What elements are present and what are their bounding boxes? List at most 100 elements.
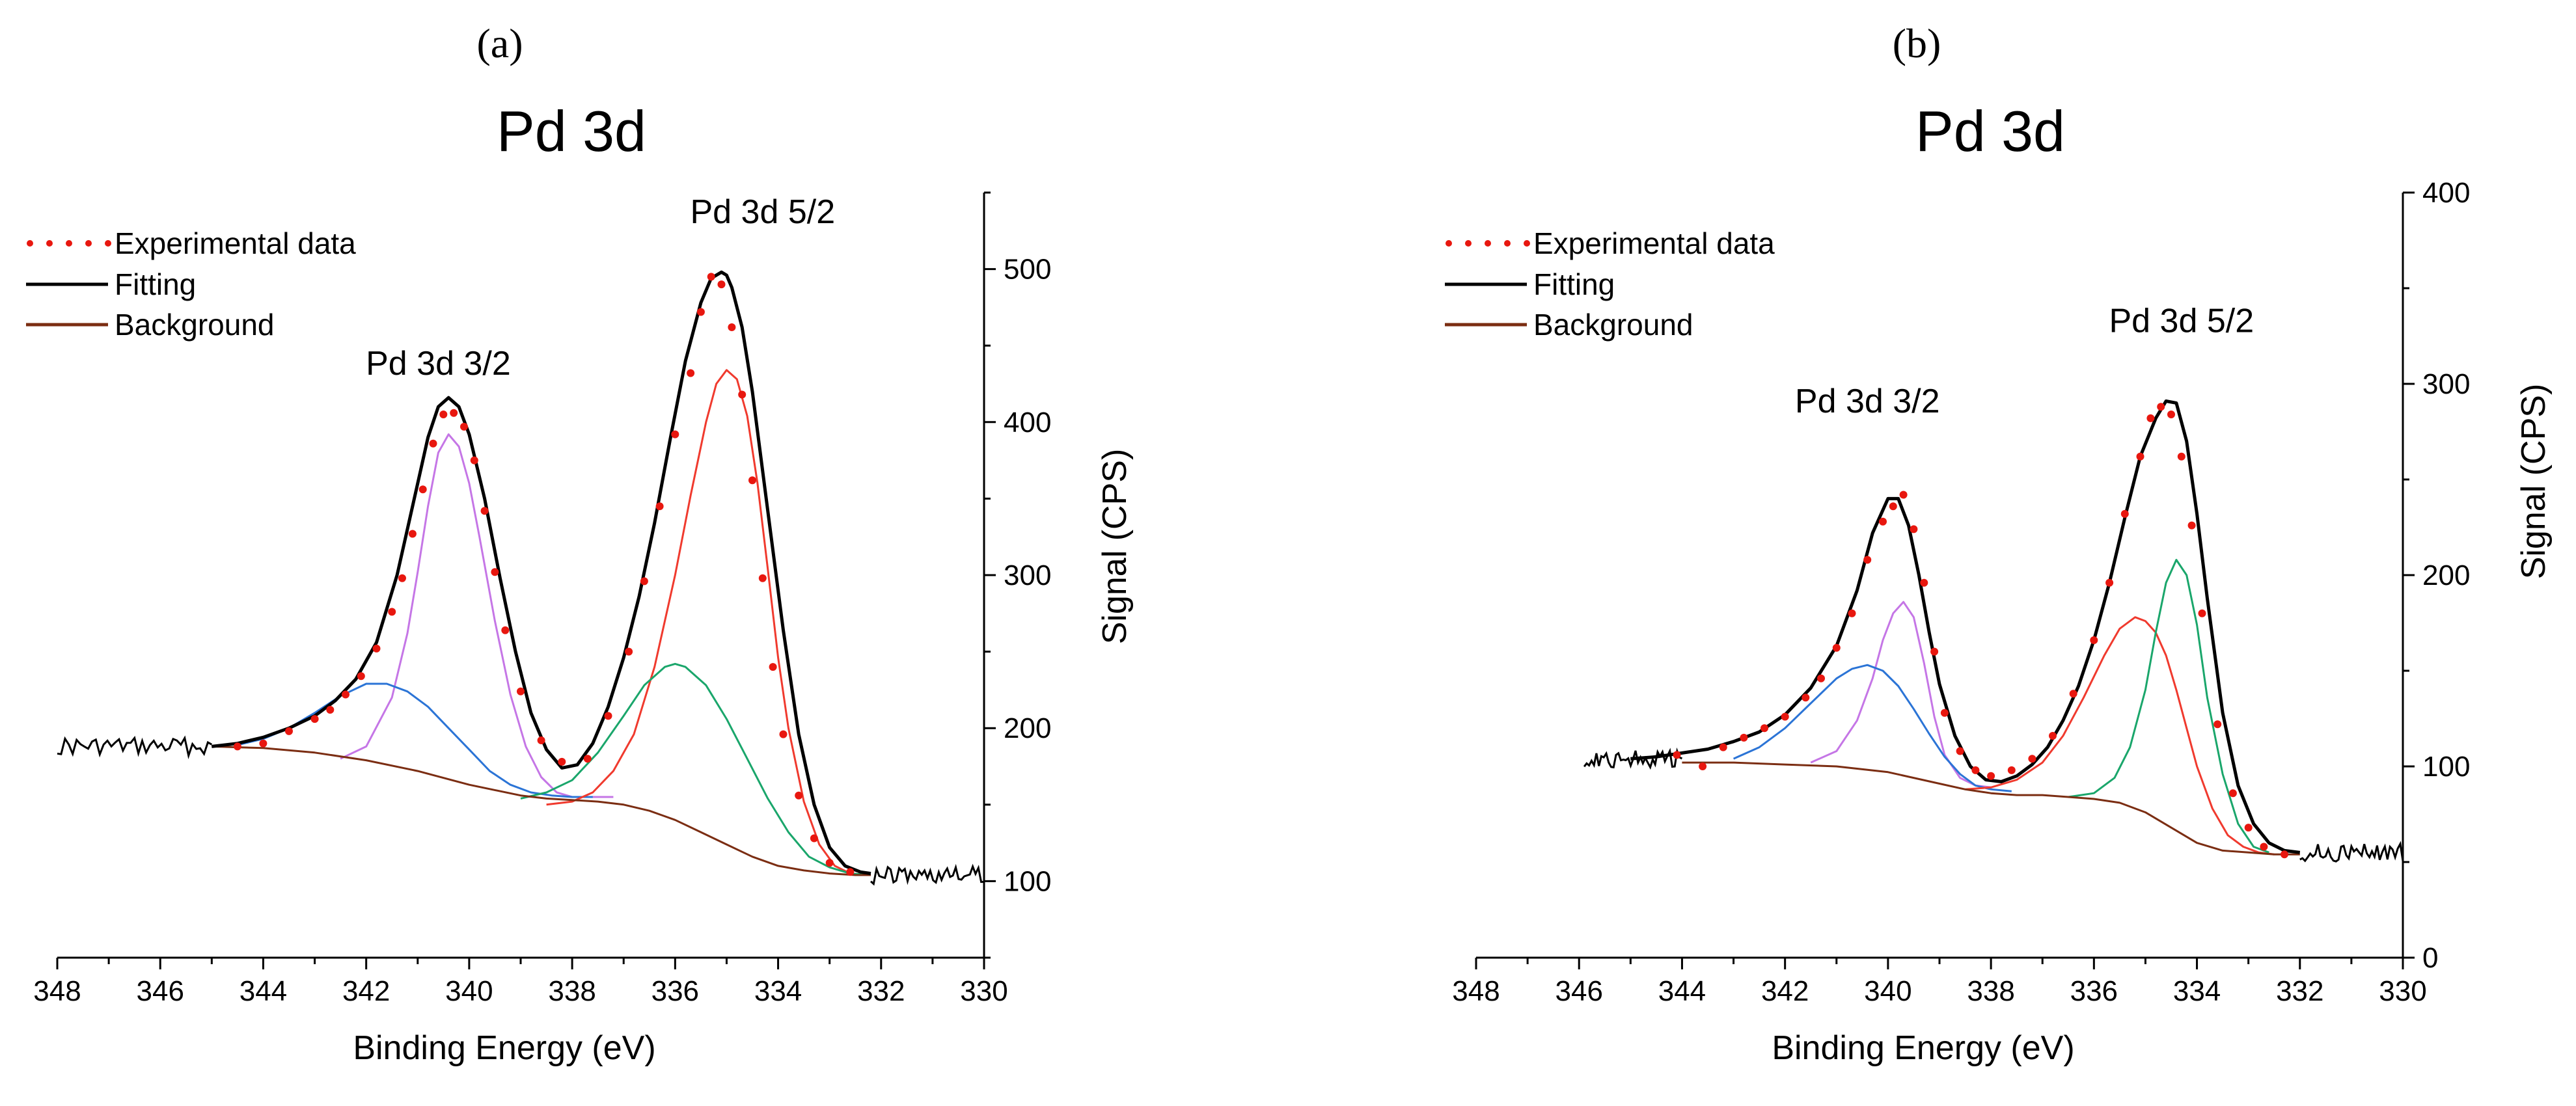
panel-b-series-pd-3d-5-2-broad-component bbox=[2068, 559, 2269, 854]
panel-a-series-fitting bbox=[212, 270, 871, 876]
x-tick-label: 334 bbox=[2173, 975, 2221, 1007]
x-tick-label: 336 bbox=[2070, 975, 2118, 1007]
panel-a-experimental-point bbox=[707, 273, 715, 281]
y-tick-label: 400 bbox=[2422, 177, 2470, 209]
panel-b-x-axis-label: Binding Energy (eV) bbox=[1772, 1029, 2074, 1067]
panel-b-legend-item-experimental: Experimental data bbox=[1446, 226, 1775, 260]
panel-b-y-axis-label: Signal (CPS) bbox=[2515, 384, 2553, 580]
x-tick-label: 340 bbox=[445, 975, 493, 1007]
panel-a-experimental-point bbox=[450, 409, 458, 417]
panel-a-label: (a) bbox=[476, 20, 523, 66]
panel-b-experimental-point bbox=[1719, 743, 1727, 751]
legend-dots-icon bbox=[1446, 240, 1530, 247]
panel-a-series-pd-3d-5-2-component bbox=[546, 369, 871, 876]
legend-dots-icon bbox=[27, 240, 111, 247]
panel-a-experimental-point bbox=[537, 736, 545, 744]
panel-b-experimental-point bbox=[1832, 643, 1841, 652]
legend-label: Experimental data bbox=[115, 226, 356, 260]
panel-a-experimental-point bbox=[517, 687, 525, 695]
panel-b-experimental-point bbox=[1699, 762, 1707, 770]
panel-a-experimental-point bbox=[408, 530, 417, 538]
panel-a-experimental-point bbox=[388, 608, 396, 616]
panel-a-experimental-point bbox=[846, 868, 855, 876]
y-tick-label: 200 bbox=[2422, 560, 2470, 591]
panel-b-experimental-point bbox=[2049, 732, 2057, 740]
panel-b-experimental-point bbox=[2281, 850, 2288, 859]
panel-a-experimental-point bbox=[696, 308, 705, 316]
panel-b-experimental-point bbox=[1920, 578, 1928, 587]
x-tick-label: 340 bbox=[1864, 975, 1911, 1007]
legend-label: Fitting bbox=[1533, 267, 1615, 301]
panel-b-experimental-point bbox=[1956, 747, 1964, 755]
panel-a-experimental-point bbox=[810, 834, 818, 843]
panel-a-experimental-point bbox=[671, 430, 679, 438]
panel-b-legend-item-background: Background bbox=[1445, 308, 1693, 342]
panel-a-experimental-point bbox=[748, 476, 756, 485]
x-tick-label: 342 bbox=[342, 975, 390, 1007]
x-tick-label: 334 bbox=[754, 975, 802, 1007]
panel-b-experimental-point bbox=[1673, 751, 1681, 759]
panel-a-experimental-point bbox=[285, 727, 293, 735]
panel-b-experimental-point bbox=[1971, 766, 1980, 774]
x-tick-label: 342 bbox=[1761, 975, 1809, 1007]
legend-label: Background bbox=[115, 308, 275, 342]
panel-a-experimental-point bbox=[583, 755, 592, 763]
panel-a-experimental-point bbox=[491, 568, 499, 576]
panel-a-experimental-point bbox=[357, 672, 365, 681]
panel-a-experimental-point bbox=[480, 507, 489, 515]
panel-a-experimental-point bbox=[398, 574, 406, 582]
panel-a-noise-left bbox=[57, 735, 213, 760]
panel-b-experimental-point bbox=[1987, 772, 1995, 780]
panel-a-experimental-point bbox=[233, 742, 241, 751]
panel-b-series-fitting bbox=[1630, 399, 2301, 854]
panel-b-experimental-point bbox=[1848, 609, 1856, 617]
panel-a-experimental-point bbox=[326, 706, 335, 714]
y-tick-label: 400 bbox=[1004, 407, 1051, 438]
panel-a-experimental-point bbox=[758, 574, 767, 582]
panel-b-experimental-point bbox=[2177, 452, 2185, 461]
panel-a-series-background bbox=[212, 745, 871, 876]
x-tick-label: 330 bbox=[2379, 975, 2426, 1007]
panel-a-experimental-point bbox=[501, 626, 510, 634]
panel-b-experimental-point bbox=[1930, 647, 1939, 656]
panel-b-experimental-point bbox=[1940, 708, 1949, 717]
panel-a-legend-item-experimental: Experimental data bbox=[27, 226, 356, 260]
panel-b-experimental-point bbox=[1781, 712, 1789, 721]
panel-a-experimental-point bbox=[372, 644, 381, 653]
x-tick-label: 336 bbox=[651, 975, 699, 1007]
panel-b-experimental-point bbox=[2157, 403, 2165, 411]
panel-a-experimental-point bbox=[795, 791, 803, 800]
y-tick-label: 500 bbox=[1004, 254, 1051, 286]
panel-b-series-background bbox=[1682, 761, 2300, 856]
panel-a-experimental-point bbox=[738, 390, 747, 399]
panel-a-peak-annotation: Pd 3d 3/2 bbox=[366, 345, 511, 383]
panel-a-experimental-point bbox=[625, 647, 633, 656]
panel-a-experimental-point bbox=[604, 712, 612, 720]
panel-a-series-pd-3d-3-2-component bbox=[340, 433, 614, 798]
panel-a-plot-area: 348 346 344 342 340 338 336 334 332 330 100 200 300 4… bbox=[33, 191, 1051, 1007]
panel-b-label: (b) bbox=[1893, 20, 1941, 66]
panel-a-experimental-point bbox=[439, 411, 448, 418]
panel-b-experimental-point bbox=[2090, 636, 2098, 644]
panel-b: (b) Pd 3d 348 346 344 342 340 338 336 334 332 330… bbox=[1445, 20, 2553, 1067]
panel-b-experimental-point bbox=[1817, 674, 1825, 682]
panel-b-experimental-point bbox=[1863, 556, 1872, 564]
x-tick-label: 346 bbox=[1555, 975, 1603, 1007]
panel-b-experimental-point bbox=[2260, 843, 2268, 851]
panel-a-experimental-point bbox=[717, 280, 726, 289]
panel-a-legend-item-background: Background bbox=[26, 308, 275, 342]
panel-a-experimental-point bbox=[418, 485, 427, 494]
panel-a-experimental-point bbox=[825, 859, 834, 867]
x-tick-label: 332 bbox=[857, 975, 905, 1007]
panel-a-noise-right bbox=[870, 863, 985, 886]
panel-b-experimental-point bbox=[1910, 525, 1918, 533]
panel-b-experimental-point bbox=[2136, 452, 2144, 461]
panel-b-title: Pd 3d bbox=[1915, 99, 2065, 163]
panel-b-experimental-point bbox=[1740, 733, 1748, 742]
y-tick-label: 100 bbox=[2422, 751, 2470, 783]
panel-a-experimental-point bbox=[769, 663, 777, 671]
panel-a: (a) Pd 3d 348 346 344 342 340 338 336 334 332 330… bbox=[26, 20, 1134, 1067]
x-tick-label: 344 bbox=[240, 975, 287, 1007]
